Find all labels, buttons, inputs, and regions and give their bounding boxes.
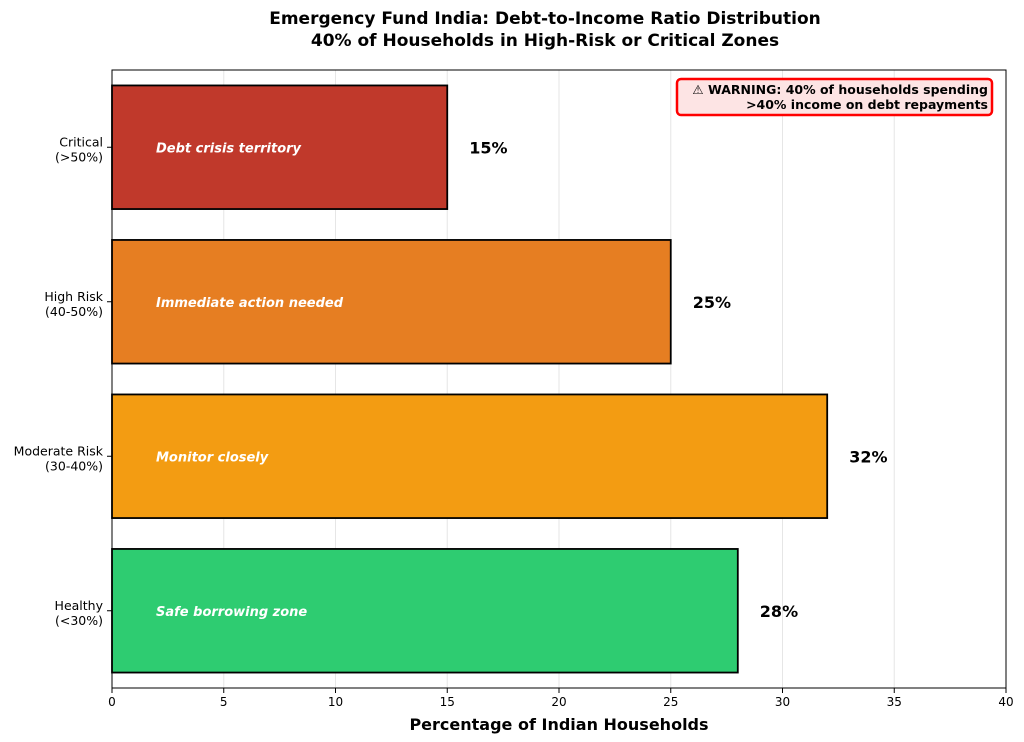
value-label: 25%	[693, 293, 731, 312]
y-tick-label-sub: (30-40%)	[45, 458, 103, 473]
x-tick-label: 40	[998, 695, 1013, 709]
warning-line-1: ⚠ WARNING: 40% of households spending	[692, 82, 988, 97]
x-tick-label: 15	[440, 695, 455, 709]
bar-annotation: Immediate action needed	[156, 296, 344, 311]
warning-box: ⚠ WARNING: 40% of households spending >4…	[675, 77, 994, 117]
bar	[111, 84, 449, 210]
value-label: 32%	[849, 447, 887, 466]
x-tick-label: 25	[663, 695, 678, 709]
x-tick-label: 0	[108, 695, 116, 709]
y-tick-label-sub: (>50%)	[55, 149, 103, 164]
y-tick-label: Critical	[59, 134, 103, 149]
x-tick-label: 30	[775, 695, 790, 709]
chart-title: Emergency Fund India: Debt-to-Income Rat…	[269, 9, 821, 29]
y-tick-label-sub: (40-50%)	[45, 304, 103, 319]
value-label: 15%	[469, 138, 507, 157]
chart-subtitle: 40% of Households in High-Risk or Critic…	[311, 31, 779, 51]
bar	[111, 393, 829, 519]
warning-line-2: >40% income on debt repayments	[746, 97, 988, 112]
bar	[111, 548, 739, 674]
value-label: 28%	[760, 602, 798, 621]
x-tick-label: 20	[551, 695, 566, 709]
x-tick-label: 5	[220, 695, 228, 709]
bar-annotation: Monitor closely	[156, 450, 269, 465]
bar-annotation: Safe borrowing zone	[156, 605, 307, 620]
bar	[111, 239, 672, 365]
x-tick-label: 10	[328, 695, 343, 709]
y-tick-label: Healthy	[55, 598, 104, 613]
y-tick-label: Moderate Risk	[14, 443, 104, 458]
x-tick-label: 35	[887, 695, 902, 709]
y-tick-label: High Risk	[44, 289, 103, 304]
bar-annotation: Debt crisis territory	[156, 141, 302, 156]
x-axis-label: Percentage of Indian Households	[409, 715, 708, 734]
y-tick-label-sub: (<30%)	[55, 613, 103, 628]
